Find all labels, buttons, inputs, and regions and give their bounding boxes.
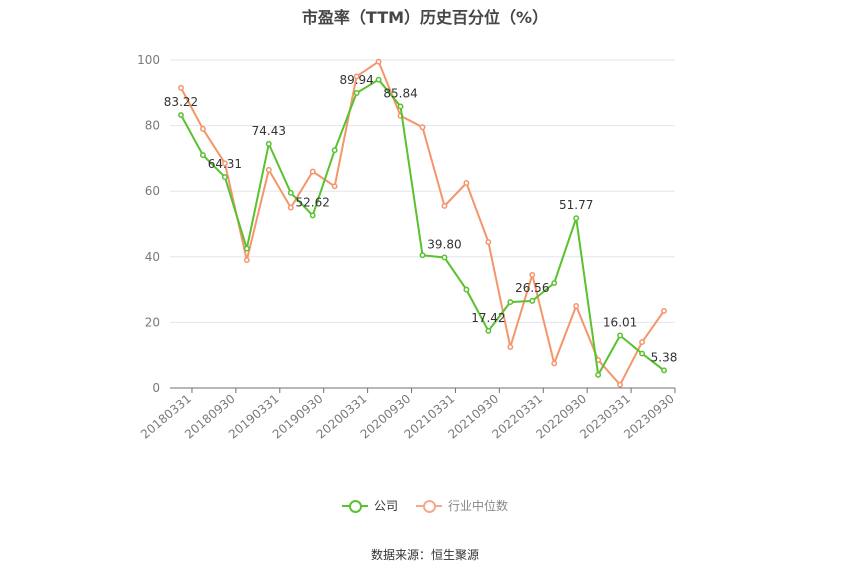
data-point xyxy=(507,344,514,350)
legend-item-industry-median[interactable]: 行业中位数 xyxy=(416,497,508,514)
data-label: 64.31 xyxy=(208,157,242,171)
data-point xyxy=(573,215,580,222)
data-point xyxy=(309,168,316,175)
data-point xyxy=(529,297,536,304)
data-point xyxy=(199,125,206,132)
data-point xyxy=(265,140,272,147)
data-label: 26.56 xyxy=(515,281,549,295)
data-point xyxy=(353,90,360,96)
data-point xyxy=(639,339,646,346)
data-point xyxy=(178,84,184,91)
legend-item-company[interactable]: 公司 xyxy=(341,497,398,514)
data-point xyxy=(463,286,470,293)
y-tick-label: 20 xyxy=(145,315,160,329)
data-point xyxy=(243,245,250,252)
data-point xyxy=(199,152,206,159)
line-chart: 0 20 40 60 80 100 201803312018093020190331201… xyxy=(137,53,678,442)
y-tick-label: 40 xyxy=(145,250,160,264)
data-point xyxy=(485,239,492,245)
data-point xyxy=(617,332,624,339)
y-tick-label: 0 xyxy=(152,381,160,395)
y-tick-label: 60 xyxy=(145,184,160,198)
data-point xyxy=(551,280,558,286)
data-point xyxy=(287,204,294,211)
data-point xyxy=(529,271,536,278)
data-label: 17.42 xyxy=(471,311,505,325)
data-point xyxy=(441,254,448,261)
data-point xyxy=(353,73,360,80)
data-point xyxy=(661,307,667,314)
data-source: 数据来源：恒生聚源 xyxy=(370,548,479,562)
data-point xyxy=(287,189,294,196)
data-point xyxy=(463,180,470,186)
data-label: 52.62 xyxy=(296,195,330,209)
data-point xyxy=(419,252,426,259)
data-point xyxy=(243,257,250,264)
data-label: 74.43 xyxy=(252,124,286,138)
data-point xyxy=(397,103,404,110)
series xyxy=(178,58,667,388)
y-tick-label: 80 xyxy=(145,119,160,133)
data-label: 5.38 xyxy=(651,350,678,364)
data-point xyxy=(178,112,184,118)
data-point xyxy=(331,147,338,154)
data-point xyxy=(441,203,448,209)
data-point xyxy=(309,212,316,219)
y-tick-labels: 0 20 40 60 80 100 xyxy=(137,53,160,395)
data-point xyxy=(375,58,382,65)
data-point xyxy=(507,299,514,306)
legend-label-industry-median: 行业中位数 xyxy=(448,499,509,513)
data-point xyxy=(375,76,382,83)
legend-marker-industry-median xyxy=(416,499,442,513)
data-point xyxy=(595,371,602,378)
series-line xyxy=(180,60,665,386)
data-label: 89.94 xyxy=(339,73,373,87)
data-label: 83.22 xyxy=(164,95,198,109)
data-label: 16.01 xyxy=(603,315,637,329)
y-tick-label: 100 xyxy=(137,53,160,67)
data-point xyxy=(265,166,272,173)
legend-marker-company xyxy=(341,499,368,513)
legend-label-company: 公司 xyxy=(373,499,398,513)
legend: 公司 行业中位数 xyxy=(0,497,850,514)
chart-title: 市盈率（TTM）历史百分位（%） xyxy=(301,8,549,27)
data-point xyxy=(485,327,492,334)
data-point xyxy=(419,124,426,131)
data-point xyxy=(661,367,667,374)
data-label: 39.80 xyxy=(427,237,461,251)
x-tick-labels: 2018033120180930201903312019093020200331… xyxy=(138,392,677,442)
data-point xyxy=(551,360,558,367)
data-point xyxy=(639,350,646,357)
data-labels: 83.22 64.31 74.43 52.62 89.94 85.84 39.80 17.42… xyxy=(164,73,678,364)
data-point xyxy=(573,303,580,309)
data-label: 85.84 xyxy=(383,86,417,100)
data-point xyxy=(617,381,624,388)
data-point xyxy=(331,183,338,190)
data-point xyxy=(221,174,228,181)
data-label: 51.77 xyxy=(559,198,593,212)
gridlines xyxy=(170,59,675,323)
data-point xyxy=(221,160,228,167)
axes xyxy=(170,387,676,393)
